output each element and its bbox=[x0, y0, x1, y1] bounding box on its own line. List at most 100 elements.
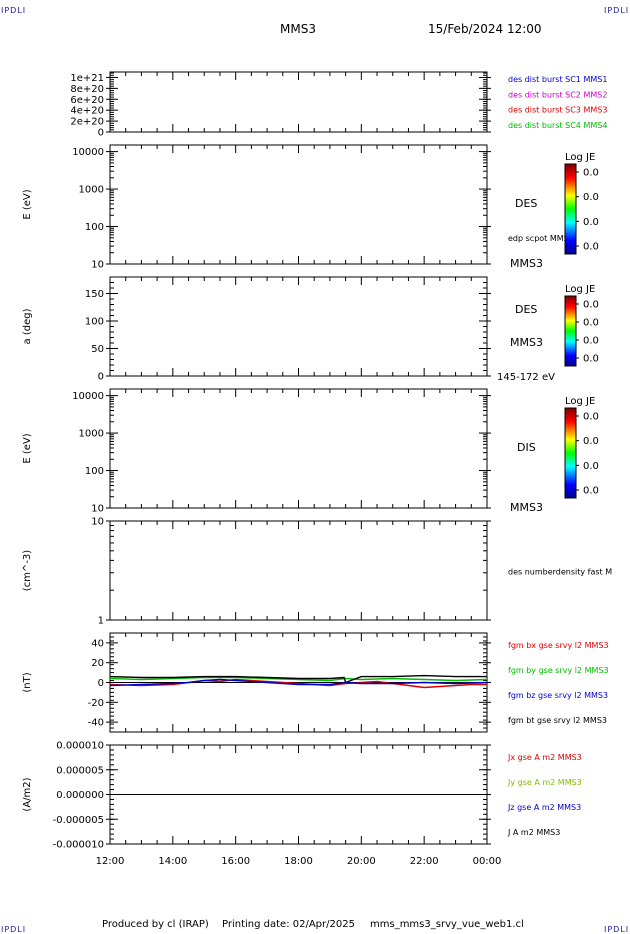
dis-energy-side-label: DIS bbox=[517, 441, 536, 454]
panel-des-energy: 10 100 1000 10000 E (eV) DES edp scpot MMS3 MMS… bbox=[22, 144, 599, 271]
footer-printing-date: Printing date: 02/Apr/2025 bbox=[222, 919, 355, 930]
des-energy-colorbar-label: 0.0 bbox=[583, 192, 599, 203]
fgm-ytick-label: 40 bbox=[91, 638, 104, 649]
current-legend-entry: J A m2 MMS3 bbox=[507, 828, 560, 837]
des-dist-burst-ytick-label: 1e+21 bbox=[70, 73, 104, 84]
current-legend-entry: Jx gse A m2 MMS3 bbox=[507, 753, 582, 762]
dis-energy-frame bbox=[109, 388, 488, 509]
time-axis-label: 14:00 bbox=[158, 856, 187, 867]
dis-energy-ylabel: E (eV) bbox=[22, 433, 33, 463]
des-pitch-colorbar-label: 0.0 bbox=[583, 318, 599, 329]
des-density-frame bbox=[109, 520, 488, 621]
des-energy-colorbar-title: Log JE bbox=[565, 152, 595, 163]
des-energy-ytick-label: 100 bbox=[85, 222, 104, 233]
current-ytick-label: 0.000000 bbox=[56, 790, 104, 801]
dis-energy-colorbar-label: 0.0 bbox=[583, 412, 599, 423]
des-dist-burst-ytick-label: 6e+20 bbox=[70, 95, 104, 106]
footer-produced-by: Produced by cl (IRAP) bbox=[102, 919, 209, 930]
corner-label-bottom-right: IPDLI bbox=[604, 925, 630, 934]
des-pitch-ytick-label: 100 bbox=[85, 317, 104, 328]
corner-label-top-right: IPDLI bbox=[604, 6, 630, 15]
panel-current: -0.000010 -0.000005 0.000000 0.000005 0.0000… bbox=[22, 741, 582, 851]
des-dist-burst-ytick-label: 4e+20 bbox=[70, 106, 104, 117]
corner-label-top-left: IPDLI bbox=[1, 6, 27, 15]
des-pitch-side-label: DES bbox=[515, 303, 537, 316]
time-axis-label: 16:00 bbox=[221, 856, 250, 867]
des-energy-side-label: edp scpot MMS3 bbox=[508, 234, 574, 243]
des-dist-burst-legend-entry: des dist burst SC3 MMS3 bbox=[508, 106, 607, 115]
dis-energy-ytick-label: 1000 bbox=[79, 429, 104, 440]
dis-energy-ytick-label: 10000 bbox=[72, 391, 104, 402]
dis-energy-colorbar-label: 0.0 bbox=[583, 486, 599, 497]
dis-energy-side-label: MMS3 bbox=[510, 501, 543, 514]
des-density-legend-entry: des numberdensity fast M bbox=[508, 568, 612, 577]
fgm-legend-entry: fgm bz gse srvy l2 MMS3 bbox=[508, 691, 608, 700]
des-pitch-colorbar-label: 0.0 bbox=[583, 336, 599, 347]
des-energy-colorbar bbox=[564, 163, 577, 255]
spacecraft-title: MMS3 bbox=[280, 22, 316, 36]
fgm-ytick-label: -20 bbox=[88, 698, 104, 709]
des-energy-ylabel: E (eV) bbox=[22, 189, 33, 219]
des-pitch-colorbar-title: Log JE bbox=[565, 284, 595, 295]
des-pitch-frame bbox=[109, 276, 488, 377]
fgm-ylabel: (nT) bbox=[22, 672, 33, 692]
current-ytick-label: -0.000010 bbox=[53, 840, 104, 851]
time-axis-label: 20:00 bbox=[347, 856, 376, 867]
current-ylabel: (A/m2) bbox=[22, 777, 33, 811]
des-dist-burst-legend-entry: des dist burst SC4 MMS4 bbox=[508, 121, 607, 130]
des-pitch-side-label: 145-172 eV bbox=[497, 372, 555, 383]
des-pitch-ylabel: a (deg) bbox=[22, 308, 33, 344]
des-pitch-ytick-label: 0 bbox=[98, 372, 104, 383]
dis-energy-colorbar-title: Log JE bbox=[565, 396, 595, 407]
dis-energy-ytick-label: 100 bbox=[85, 466, 104, 477]
time-axis-label: 18:00 bbox=[284, 856, 313, 867]
des-energy-colorbar-label: 0.0 bbox=[583, 168, 599, 179]
current-legend-entry: Jy gse A m2 MMS3 bbox=[507, 778, 582, 787]
fgm-ytick-label: -40 bbox=[88, 718, 104, 729]
current-ytick-label: -0.000005 bbox=[53, 815, 104, 826]
dis-energy-colorbar-label: 0.0 bbox=[583, 461, 599, 472]
des-pitch-ytick-label: 50 bbox=[91, 344, 104, 355]
des-energy-ytick-label: 10 bbox=[91, 260, 104, 271]
des-dist-burst-ytick-label: 2e+20 bbox=[70, 117, 104, 128]
des-energy-colorbar-label: 0.0 bbox=[583, 242, 599, 253]
panel-dis-energy: 10 100 1000 10000 E (eV) DIS MMS3 Log JE 0.0 0.0 0… bbox=[22, 388, 599, 515]
fgm-ytick-label: 0 bbox=[98, 678, 104, 689]
fgm-legend-entry: fgm bt gse srvy l2 MMS3 bbox=[508, 716, 607, 725]
current-legend-entry: Jz gse A m2 MMS3 bbox=[507, 803, 581, 812]
time-axis-label: 12:00 bbox=[96, 856, 125, 867]
dis-energy-colorbar bbox=[564, 407, 577, 499]
des-dist-burst-frame bbox=[109, 71, 488, 133]
panel-des-pitch: 0 50 100 150 a (deg) DES MMS3 145-172 eV Log JE 0… bbox=[22, 276, 599, 383]
panel-fgm: -40 -20 0 20 40 (nT) fgm bx gse srvy l2 MMS3 fg… bbox=[22, 632, 609, 733]
fgm-series-line bbox=[109, 676, 488, 682]
des-energy-ytick-label: 1000 bbox=[79, 185, 104, 196]
des-energy-side-label: MMS3 bbox=[510, 257, 543, 270]
des-energy-ytick-label: 10000 bbox=[72, 147, 104, 158]
des-pitch-colorbar-label: 0.0 bbox=[583, 354, 599, 365]
fgm-legend-entry: fgm bx gse srvy l2 MMS3 bbox=[508, 641, 609, 650]
des-dist-burst-legend-entry: des dist burst SC2 MMS2 bbox=[508, 90, 607, 99]
current-ytick-label: 0.000010 bbox=[56, 741, 104, 752]
des-density-ytick-label: 1 bbox=[98, 616, 104, 627]
des-pitch-colorbar-label: 0.0 bbox=[583, 300, 599, 311]
plot-datetime: 15/Feb/2024 12:00 bbox=[428, 22, 542, 36]
des-pitch-side-label: MMS3 bbox=[510, 336, 543, 349]
des-dist-burst-legend-entry: des dist burst SC1 MMS1 bbox=[508, 75, 607, 84]
des-density-ylabel: (cm^-3) bbox=[22, 550, 33, 591]
des-energy-side-label: DES bbox=[515, 197, 537, 210]
dis-energy-ytick-label: 10 bbox=[91, 504, 104, 515]
fgm-legend-entry: fgm by gse srvy l2 MMS3 bbox=[508, 666, 609, 675]
fgm-series-line bbox=[109, 678, 488, 687]
des-dist-burst-ytick-label: 8e+20 bbox=[70, 84, 104, 95]
panel-des-density: 1 10 (cm^-3) des numberdensity fast M bbox=[22, 517, 612, 627]
des-density-ytick-label: 10 bbox=[91, 517, 104, 528]
fgm-series-line bbox=[109, 674, 487, 684]
des-pitch-colorbar bbox=[564, 295, 577, 367]
current-ytick-label: 0.000005 bbox=[56, 765, 104, 776]
corner-label-bottom-left: IPDLI bbox=[1, 925, 27, 934]
des-pitch-ytick-label: 150 bbox=[85, 289, 104, 300]
des-energy-frame bbox=[109, 144, 488, 265]
